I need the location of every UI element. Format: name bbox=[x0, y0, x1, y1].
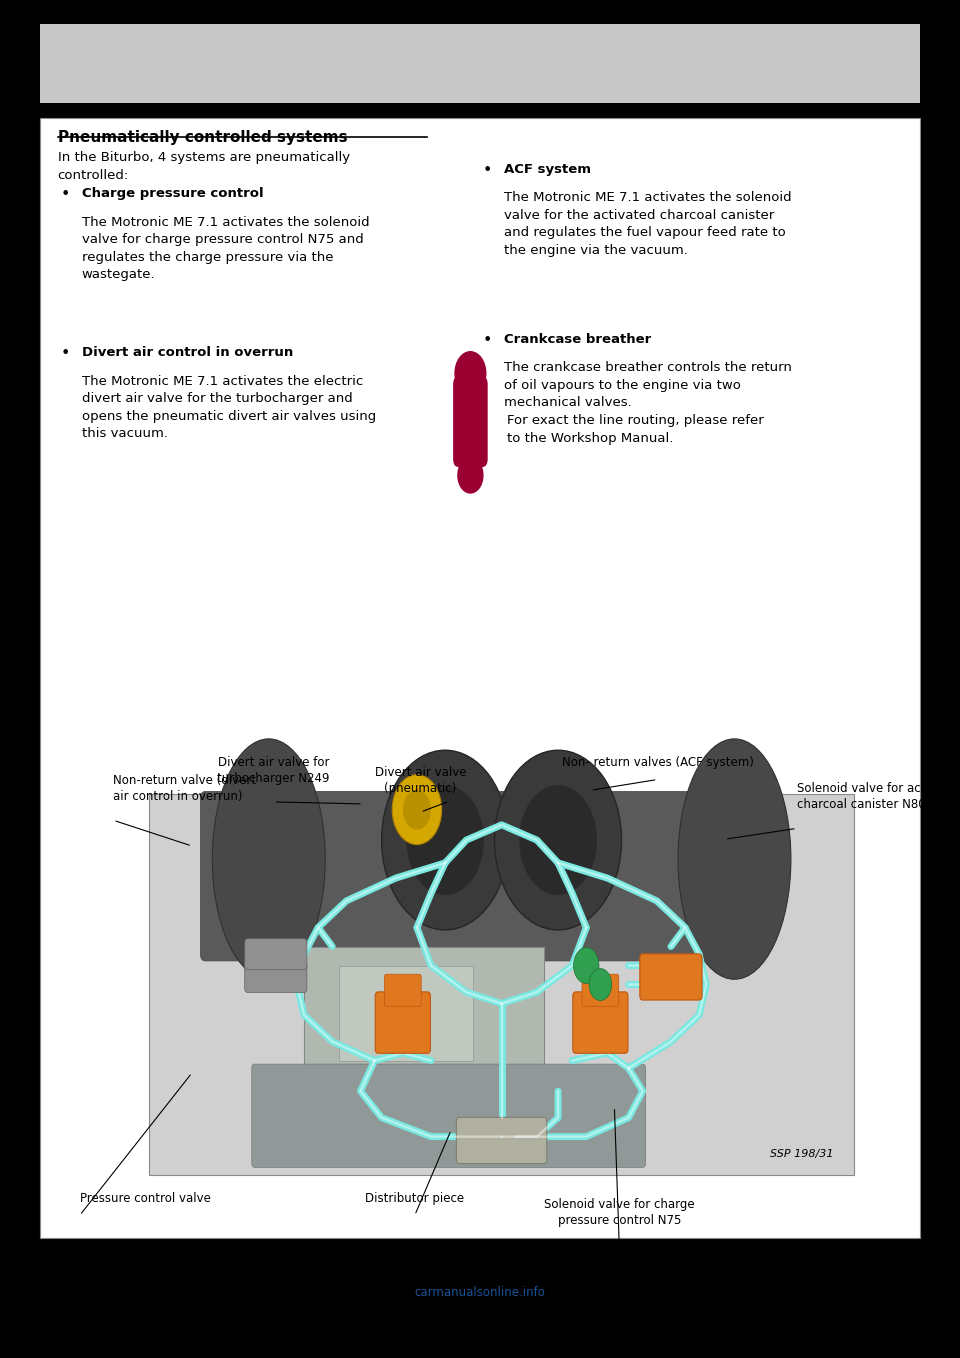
Text: Divert air control in overrun: Divert air control in overrun bbox=[82, 346, 293, 360]
Bar bbox=[149, 794, 854, 1175]
Text: Solenoid valve for charge
pressure control N75: Solenoid valve for charge pressure contr… bbox=[544, 1198, 694, 1226]
Text: SSP 198/31: SSP 198/31 bbox=[770, 1149, 833, 1160]
Text: Non-return valve (divert
air control in overrun): Non-return valve (divert air control in … bbox=[113, 774, 256, 803]
Bar bbox=[40, 24, 920, 103]
Circle shape bbox=[589, 968, 612, 1001]
Text: •: • bbox=[60, 187, 70, 202]
Text: For exact the line routing, please refer
to the Workshop Manual.: For exact the line routing, please refer… bbox=[507, 414, 763, 445]
Text: Divert air valve for
turbocharger N249: Divert air valve for turbocharger N249 bbox=[217, 755, 330, 785]
FancyBboxPatch shape bbox=[245, 961, 307, 993]
Text: Crankcase breather: Crankcase breather bbox=[504, 333, 651, 346]
Text: Non- return valves (ACF system): Non- return valves (ACF system) bbox=[562, 756, 754, 770]
Text: Pneumatically controlled systems: Pneumatically controlled systems bbox=[58, 130, 348, 145]
Ellipse shape bbox=[212, 739, 325, 979]
FancyBboxPatch shape bbox=[304, 947, 544, 1080]
Text: In the Biturbo, 4 systems are pneumatically
controlled:: In the Biturbo, 4 systems are pneumatica… bbox=[58, 151, 349, 182]
Text: The crankcase breather controls the return
of oil vapours to the engine via two
: The crankcase breather controls the retu… bbox=[504, 361, 792, 409]
Text: carmanualsonline.info: carmanualsonline.info bbox=[415, 1286, 545, 1300]
FancyBboxPatch shape bbox=[456, 1118, 547, 1164]
FancyBboxPatch shape bbox=[245, 938, 307, 970]
FancyBboxPatch shape bbox=[453, 376, 488, 467]
Text: Distributor piece: Distributor piece bbox=[365, 1192, 465, 1206]
Text: The Motronic ME 7.1 activates the solenoid
valve for the activated charcoal cani: The Motronic ME 7.1 activates the soleno… bbox=[504, 191, 792, 257]
Circle shape bbox=[573, 948, 599, 983]
Circle shape bbox=[455, 352, 486, 395]
Circle shape bbox=[403, 790, 431, 830]
Text: •: • bbox=[483, 333, 492, 348]
Text: Charge pressure control: Charge pressure control bbox=[82, 187, 263, 201]
Ellipse shape bbox=[678, 739, 791, 979]
Text: ACF system: ACF system bbox=[504, 163, 591, 177]
Text: The Motronic ME 7.1 activates the solenoid
valve for charge pressure control N75: The Motronic ME 7.1 activates the soleno… bbox=[82, 216, 370, 281]
FancyBboxPatch shape bbox=[582, 974, 619, 1006]
Text: •: • bbox=[60, 346, 70, 361]
FancyBboxPatch shape bbox=[252, 1065, 645, 1168]
Text: Divert air valve
(pneumatic): Divert air valve (pneumatic) bbox=[374, 766, 467, 794]
FancyBboxPatch shape bbox=[384, 974, 421, 1006]
Circle shape bbox=[406, 785, 484, 895]
Circle shape bbox=[382, 750, 509, 930]
FancyBboxPatch shape bbox=[375, 991, 430, 1054]
Text: The Motronic ME 7.1 activates the electric
divert air valve for the turbocharger: The Motronic ME 7.1 activates the electr… bbox=[82, 375, 376, 440]
Circle shape bbox=[393, 774, 442, 845]
FancyBboxPatch shape bbox=[339, 966, 473, 1061]
Text: Pressure control valve: Pressure control valve bbox=[80, 1192, 210, 1206]
FancyBboxPatch shape bbox=[201, 792, 746, 961]
Text: Solenoid valve for activated
charcoal canister N80: Solenoid valve for activated charcoal ca… bbox=[797, 782, 960, 811]
Circle shape bbox=[494, 750, 621, 930]
Text: •: • bbox=[483, 163, 492, 178]
Bar bbox=[40, 118, 920, 1238]
Circle shape bbox=[458, 458, 483, 493]
Circle shape bbox=[519, 785, 597, 895]
FancyBboxPatch shape bbox=[573, 991, 628, 1054]
FancyBboxPatch shape bbox=[639, 953, 702, 999]
